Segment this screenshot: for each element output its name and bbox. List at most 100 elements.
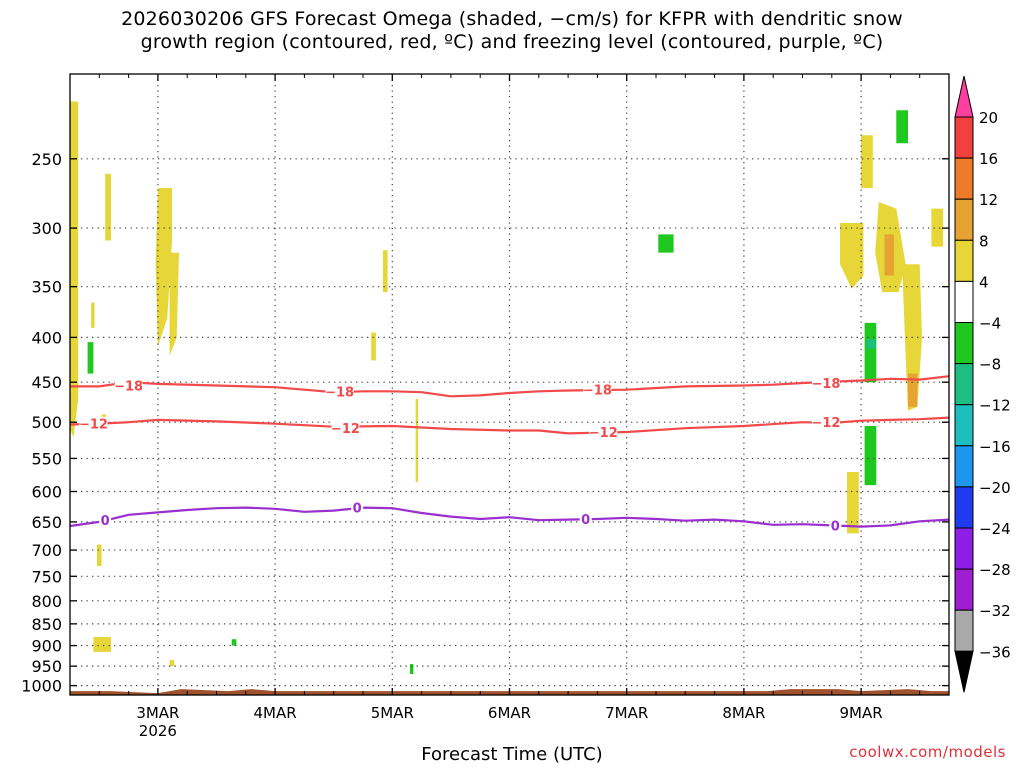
colorbar-level-label: −24 [979, 520, 1011, 538]
contour-label-bg [79, 416, 108, 431]
chart-title-line1: 2026030206 GFS Forecast Omega (shaded, −… [121, 8, 903, 30]
colorbar-swatch [954, 445, 974, 488]
contour-label: −12 [811, 416, 840, 431]
contour-label-bg [579, 511, 592, 526]
y-tick-label: 350 [31, 278, 62, 297]
colorbar-swatch [954, 568, 974, 611]
contour-label: 0 [353, 502, 362, 517]
colorbar-swatch [954, 116, 974, 159]
x-tick-label: 3MAR [136, 704, 179, 722]
colorbar-level-label: −8 [979, 356, 1001, 374]
y-tick-label: 250 [31, 150, 62, 169]
omega-region-down [382, 250, 388, 293]
contour-label-bg [99, 513, 112, 528]
colorbar-bottom-arrow [954, 650, 974, 693]
colorbar-level-label: 16 [979, 150, 998, 168]
y-tick-label: 500 [31, 413, 62, 432]
colorbar-legend: 20 16 12 8 4 −4 −8 −12 −16 −20 −24 −28 −32 −36 [954, 75, 1011, 693]
x-tick-label: 8MAR [722, 704, 765, 722]
colorbar-swatch [954, 363, 974, 406]
contour-line--18 [70, 375, 950, 398]
omega-region-down [97, 544, 102, 566]
x-axis-label: Forecast Time (UTC) [0, 744, 1024, 765]
omega-region-down [415, 398, 419, 482]
y-tick-label: 800 [31, 592, 62, 611]
colorbar-level-label: −4 [979, 315, 1001, 333]
colorbar-level-label: −20 [979, 479, 1011, 497]
site-credit: coolwx.com/models [849, 743, 1006, 761]
contour-label-bg [351, 500, 364, 515]
colorbar-swatch [954, 239, 974, 282]
omega-region-down [93, 637, 111, 652]
y-tick-label: 450 [31, 373, 62, 392]
contour-label: −18 [583, 384, 612, 399]
axes-layer: 250 300 350 400 450 500 550 600 650 700 750 800 850 9… [21, 73, 950, 740]
x-tick-label: 7MAR [605, 704, 648, 722]
contour-label-bg [583, 382, 612, 397]
contour-label: −18 [114, 380, 143, 395]
omega-region-down [931, 208, 944, 247]
contour-label: −12 [79, 418, 108, 433]
omega-region-up [896, 110, 908, 144]
omega-region-down [105, 173, 111, 241]
contour-label: 0 [101, 514, 110, 529]
omega-region-up [87, 342, 94, 374]
omega-region-up [231, 639, 237, 646]
colorbar-top-arrow [954, 75, 974, 118]
colorbar-swatch [954, 486, 974, 529]
omega-region-down [840, 223, 864, 289]
y-tick-label: 850 [31, 615, 62, 634]
chart-title-line2: growth region (contoured, red, ºC) and f… [140, 31, 884, 53]
colorbar-level-label: −36 [979, 643, 1011, 661]
colorbar-level-label: −16 [979, 438, 1011, 456]
y-tick-label: 600 [31, 482, 62, 501]
colorbar-level-label: 20 [979, 109, 998, 127]
contour-label-bg [829, 518, 842, 533]
y-tick-label: 700 [31, 541, 62, 560]
contour-label-bg [589, 424, 618, 439]
colorbar-swatch [954, 198, 974, 241]
y-tick-label: 550 [31, 449, 62, 468]
contour-label-bg [331, 421, 360, 436]
contour-label-bg [811, 415, 840, 430]
colorbar-swatch [954, 322, 974, 365]
omega-shading-layer [70, 101, 944, 674]
contour-label: −12 [589, 426, 618, 441]
omega-region-down [371, 332, 376, 361]
contour-layer: −18 −18 −18 −18 −12 −12 −12 −12 0 0 0 0 [69, 375, 950, 534]
colorbar-level-label: −12 [979, 397, 1011, 415]
contour-label-bg [811, 376, 840, 391]
omega-region-down [70, 101, 79, 438]
omega-region-down [861, 135, 873, 188]
y-tick-label: 1000 [21, 677, 62, 696]
contour-label: −12 [331, 422, 360, 437]
y-tick-label: 300 [31, 219, 62, 238]
omega-region-down [908, 373, 918, 407]
x-tick-label: 9MAR [840, 704, 883, 722]
omega-region-up [864, 322, 877, 383]
omega-region-down [884, 234, 894, 276]
x-tick-label: 5MAR [371, 704, 414, 722]
omega-region-down [91, 302, 95, 328]
colorbar-level-label: 12 [979, 191, 998, 209]
y-tick-label: 950 [31, 657, 62, 676]
colorbar-level-label: 8 [979, 232, 989, 250]
colorbar-level-label: 4 [979, 273, 989, 291]
colorbar-level-label: −28 [979, 561, 1011, 579]
y-tick-label: 900 [31, 637, 62, 656]
colorbar-swatch [954, 527, 974, 570]
omega-region-up [867, 339, 876, 349]
colorbar-swatch [954, 157, 974, 200]
x-tick-year-label: 2026 [139, 722, 177, 740]
contour-line--12 [69, 416, 950, 435]
contour-label-bg [114, 378, 143, 393]
colorbar-swatch [954, 609, 974, 652]
contour-label: 0 [581, 513, 590, 528]
contour-label-bg [325, 384, 354, 399]
colorbar-swatch [954, 404, 974, 447]
x-tick-label: 4MAR [254, 704, 297, 722]
colorbar-level-label: −32 [979, 602, 1011, 620]
omega-region-down [155, 188, 172, 347]
omega-region-down [169, 660, 175, 667]
omega-region-down [847, 472, 859, 534]
